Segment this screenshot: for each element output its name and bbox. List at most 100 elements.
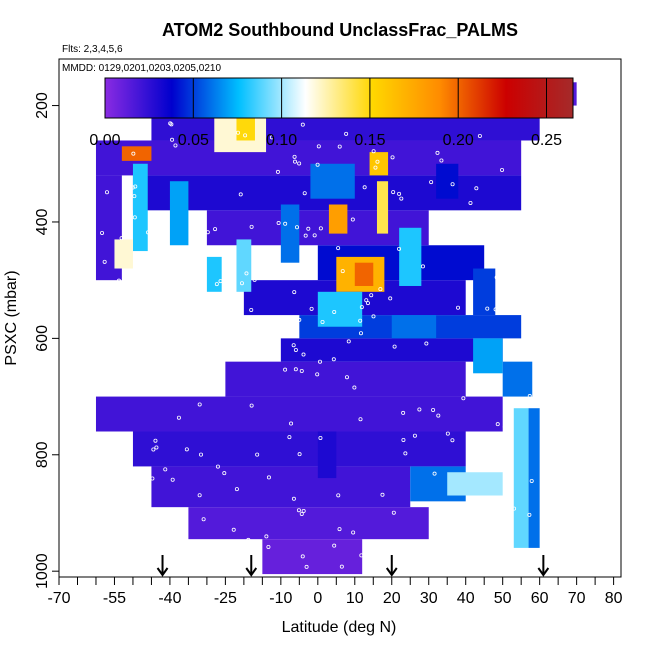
sample-point: [337, 527, 342, 532]
sample-point: [371, 149, 376, 154]
sample-point: [197, 402, 202, 407]
sample-point: [494, 275, 499, 280]
heatmap-cell: [206, 256, 222, 292]
x-axis-label: Latitude (deg N): [282, 619, 397, 636]
sample-point: [473, 566, 478, 571]
sample-point: [234, 487, 239, 492]
sample-point: [228, 546, 233, 551]
sample-point: [146, 230, 151, 235]
sample-point: [304, 564, 309, 569]
sample-point: [134, 279, 139, 284]
sample-point: [344, 131, 349, 136]
arrow-head: [156, 567, 169, 577]
sample-point: [497, 375, 502, 380]
sample-point: [176, 415, 181, 420]
sample-point: [532, 369, 537, 374]
heatmap-cell: [188, 507, 429, 540]
sample-point: [509, 398, 514, 403]
sample-point: [344, 375, 349, 380]
sample-point: [291, 343, 296, 348]
sample-point: [527, 394, 532, 399]
y-tick-label: 1000: [34, 553, 51, 589]
x-tick-label: 40: [457, 590, 475, 607]
colorbar-tick-label: 0.20: [443, 132, 474, 149]
colorbar-tick-label: 0.15: [354, 132, 385, 149]
x-tick-label: 60: [531, 590, 549, 607]
sample-point: [184, 357, 189, 362]
sample-point: [435, 150, 440, 155]
sample-point: [249, 403, 254, 408]
sample-point: [107, 390, 112, 395]
sample-point: [205, 230, 210, 235]
sample-point: [477, 133, 482, 138]
sample-point: [301, 508, 306, 513]
sample-point: [339, 564, 344, 569]
sample-point: [320, 320, 325, 325]
sample-point: [299, 511, 304, 516]
sample-point: [154, 445, 159, 450]
sample-point: [301, 352, 306, 357]
colorbar: 0.00 0.05 0.10 0.15 0.20 0.25: [89, 77, 574, 149]
sample-point: [439, 158, 444, 163]
sample-point: [264, 534, 269, 539]
heatmap-cell: [121, 146, 152, 161]
colorbar-bar: [104, 77, 574, 119]
sample-point: [269, 135, 274, 140]
sample-point: [243, 133, 248, 138]
heatmap-cell: [236, 117, 255, 141]
sample-point: [525, 205, 530, 210]
colorbar-tick-label: 0.10: [266, 132, 297, 149]
sample-point: [134, 564, 139, 569]
sample-point: [198, 452, 203, 457]
sample-point: [255, 452, 260, 457]
sample-point: [429, 180, 434, 185]
heatmap-cell: [436, 163, 459, 199]
sample-point: [231, 527, 236, 532]
sample-point: [309, 306, 314, 311]
sample-point: [218, 383, 223, 388]
sample-point: [373, 165, 378, 170]
sample-point: [170, 137, 175, 142]
sample-points-layer: [93, 121, 537, 571]
x-tick-label: 10: [346, 590, 364, 607]
sample-point: [401, 437, 406, 442]
sample-point: [371, 314, 376, 319]
sample-point: [312, 233, 317, 238]
sample-point: [512, 506, 517, 511]
heatmap-cell: [280, 338, 503, 362]
sample-point: [392, 344, 397, 349]
heatmap-cell: [262, 539, 363, 575]
heatmap-cell: [317, 291, 363, 327]
sample-point: [213, 227, 218, 232]
sample-point: [144, 268, 149, 273]
sample-point: [359, 305, 364, 310]
sample-point: [222, 471, 227, 476]
heatmap-cell: [114, 239, 133, 269]
sample-point: [283, 221, 288, 226]
sample-point: [297, 161, 302, 166]
sample-point: [220, 339, 225, 344]
sample-point: [391, 510, 396, 515]
sample-point: [244, 271, 249, 276]
sample-point: [378, 287, 383, 292]
sample-point: [495, 422, 500, 427]
heatmap-cell: [369, 152, 389, 176]
sample-point: [132, 194, 137, 199]
x-axis: -70 -55 -40 -25 -10 0 10 20 30 40 50 60 70 80: [47, 577, 623, 607]
y-tick-label: 400: [34, 209, 51, 236]
sample-point: [302, 191, 307, 196]
sample-point: [390, 155, 395, 160]
heatmap-layer: [95, 82, 577, 575]
sample-point: [502, 430, 507, 435]
sample-point: [456, 305, 461, 310]
heatmap-cell: [236, 239, 252, 292]
x-tick-label: -55: [103, 590, 126, 607]
flight-arrows: [156, 555, 550, 577]
sample-point: [336, 493, 341, 498]
sample-point: [300, 122, 305, 127]
sample-point: [97, 282, 102, 287]
sample-point: [403, 451, 408, 456]
sample-point: [135, 321, 140, 326]
x-tick-label: 50: [494, 590, 512, 607]
heatmap-cell: [391, 315, 437, 339]
